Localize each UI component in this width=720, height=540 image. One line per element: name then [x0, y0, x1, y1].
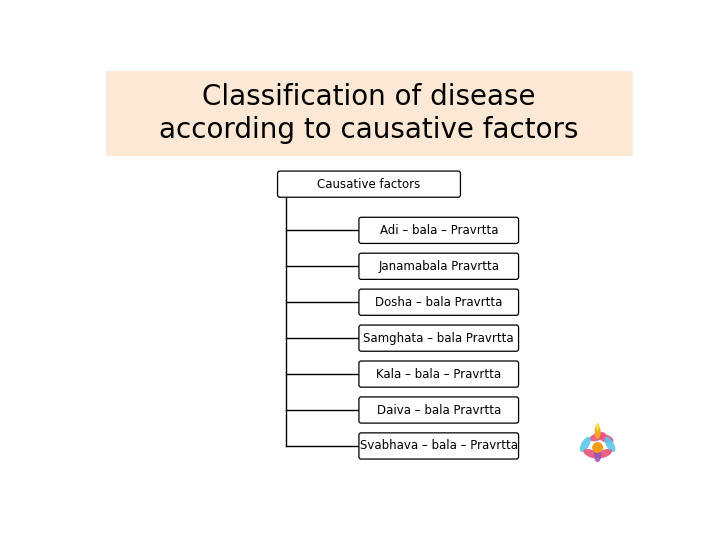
FancyBboxPatch shape [359, 361, 518, 387]
FancyBboxPatch shape [106, 71, 632, 156]
Ellipse shape [605, 437, 616, 452]
Text: Svabhava – bala – Pravrtta: Svabhava – bala – Pravrtta [360, 440, 518, 453]
Ellipse shape [580, 437, 590, 452]
FancyBboxPatch shape [359, 289, 518, 315]
Ellipse shape [596, 423, 599, 430]
FancyBboxPatch shape [359, 253, 518, 279]
FancyBboxPatch shape [359, 325, 518, 351]
FancyBboxPatch shape [359, 433, 518, 459]
Ellipse shape [583, 449, 600, 458]
Ellipse shape [595, 425, 600, 439]
Text: Causative factors: Causative factors [318, 178, 420, 191]
Text: Kala – bala – Pravrtta: Kala – bala – Pravrtta [376, 368, 501, 381]
Text: Adi – bala – Pravrtta: Adi – bala – Pravrtta [379, 224, 498, 237]
Ellipse shape [590, 432, 606, 441]
Text: Dosha – bala Pravrtta: Dosha – bala Pravrtta [375, 296, 503, 309]
FancyBboxPatch shape [359, 217, 518, 244]
Text: Janamabala Pravrtta: Janamabala Pravrtta [378, 260, 499, 273]
Text: Samghata – bala Pravrtta: Samghata – bala Pravrtta [364, 332, 514, 345]
Ellipse shape [598, 434, 613, 443]
Circle shape [593, 442, 603, 453]
FancyBboxPatch shape [277, 171, 461, 197]
Text: Classification of disease
according to causative factors: Classification of disease according to c… [159, 83, 579, 144]
FancyBboxPatch shape [359, 397, 518, 423]
Ellipse shape [595, 449, 612, 458]
Ellipse shape [594, 445, 601, 462]
Text: Daiva – bala Pravrtta: Daiva – bala Pravrtta [377, 403, 501, 416]
